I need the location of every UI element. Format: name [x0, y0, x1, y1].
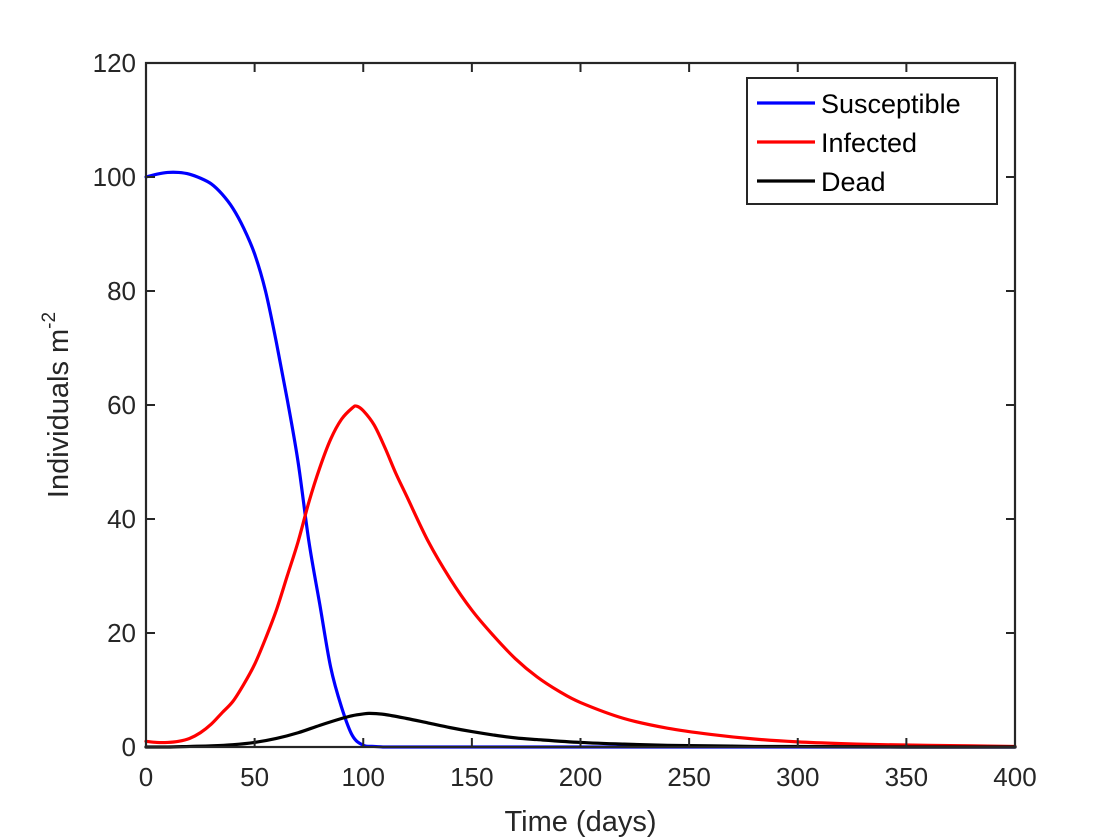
x-tick-label: 400: [993, 762, 1036, 792]
tick-layer: 0 50 100 150 200 250 300 350 400 0 20 40 60 80 100 120: [93, 48, 1037, 792]
y-axis-label: Individuals m-2: [39, 312, 75, 498]
legend-label-infected: Infected: [821, 128, 917, 158]
legend: Susceptible Infected Dead: [746, 77, 998, 205]
x-tick-label: 150: [450, 762, 493, 792]
y-axis-label-exponent: -2: [39, 312, 60, 329]
y-axis-label-main: Individuals m: [43, 329, 75, 498]
y-tick-label: 80: [107, 276, 136, 306]
legend-label-susceptible: Susceptible: [821, 89, 961, 119]
series-line-infected: [144, 404, 1017, 749]
x-tick-label: 0: [139, 762, 153, 792]
x-tick-label: 100: [342, 762, 385, 792]
y-tick-label: 60: [107, 390, 136, 420]
axes-box: [144, 61, 1017, 749]
y-tick-label: 20: [107, 618, 136, 648]
y-tick-label: 120: [93, 48, 136, 78]
x-tick-label: 250: [667, 762, 710, 792]
x-tick-label: 350: [885, 762, 928, 792]
legend-label-dead: Dead: [821, 167, 886, 197]
y-tick-label: 100: [93, 162, 136, 192]
series-line-dead: [144, 711, 1017, 749]
x-axis-label: Time (days): [505, 806, 657, 838]
y-tick-label: 0: [122, 732, 136, 762]
x-tick-label: 300: [776, 762, 819, 792]
y-tick-label: 40: [107, 504, 136, 534]
x-tick-label: 50: [240, 762, 269, 792]
x-tick-label: 200: [559, 762, 602, 792]
